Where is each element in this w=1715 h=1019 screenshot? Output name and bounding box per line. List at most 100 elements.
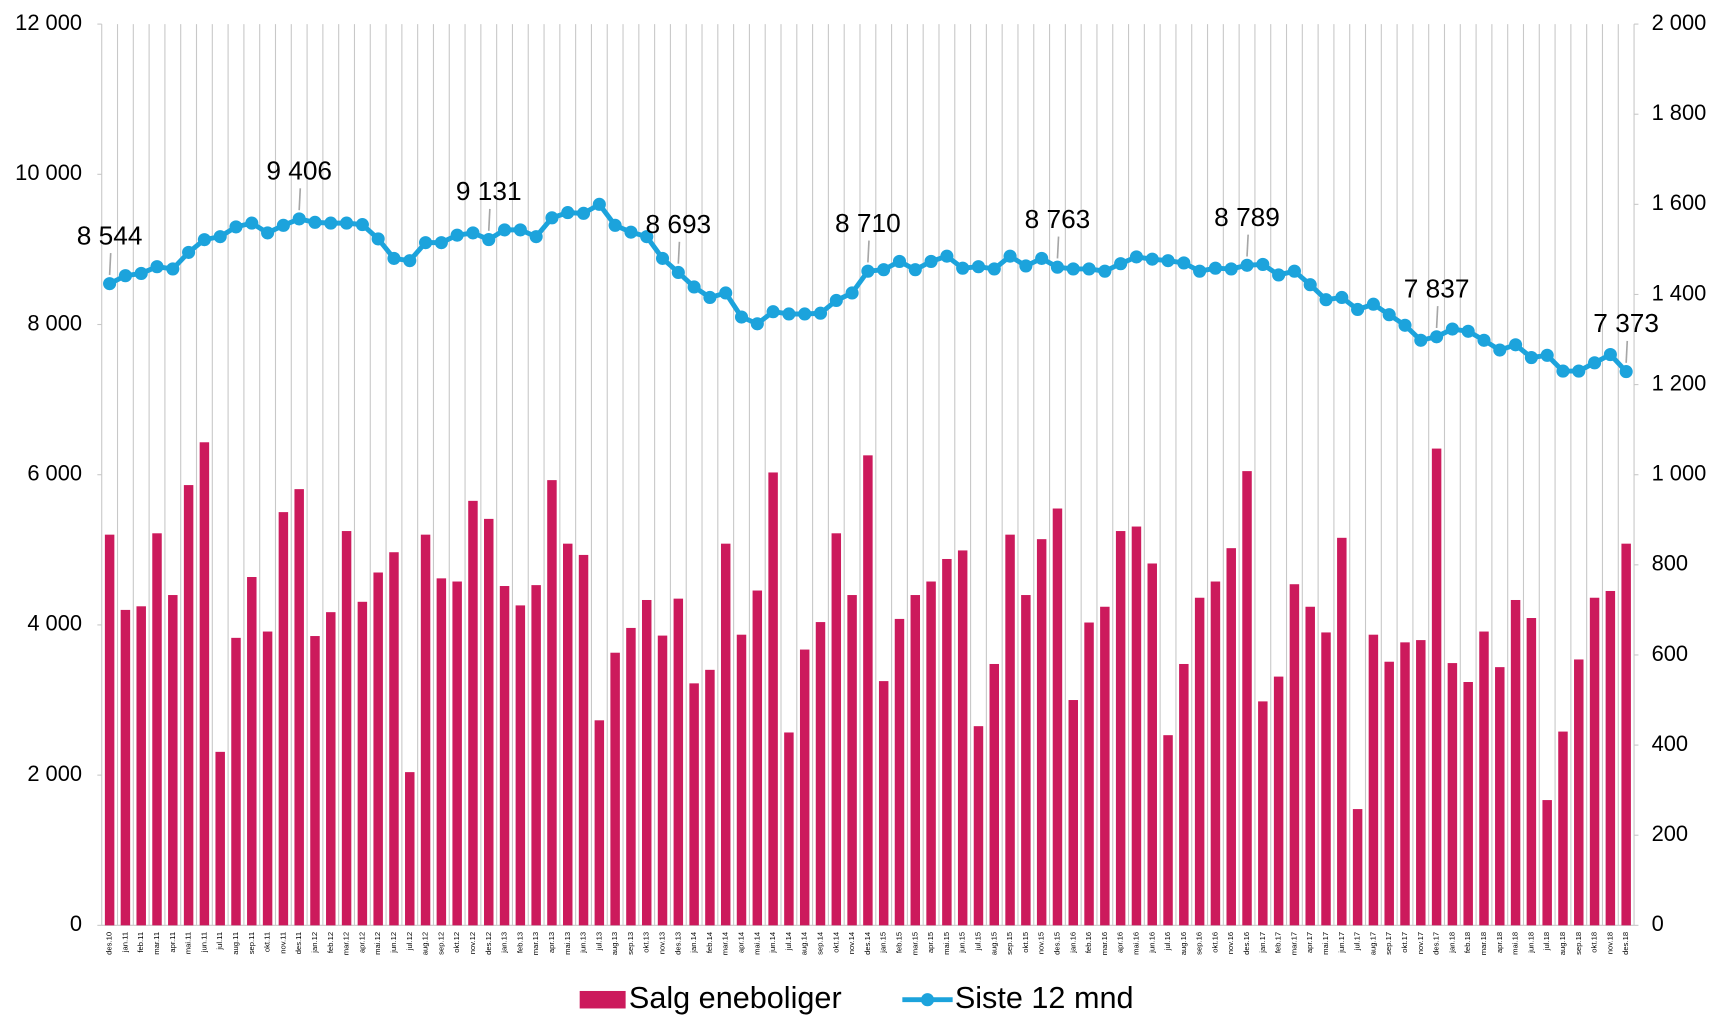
bar	[705, 669, 715, 926]
bar	[1258, 701, 1268, 926]
x-tick-label: feb.11	[136, 932, 145, 953]
x-tick-label: feb.18	[1463, 932, 1472, 953]
y-tick-label: 12 000	[15, 10, 82, 35]
line-marker	[1619, 365, 1633, 379]
leader-line	[677, 241, 681, 264]
legend-label: Siste 12 mnd	[955, 981, 1134, 1015]
bar	[152, 533, 162, 926]
line-marker	[1066, 262, 1080, 276]
x-tick-label: nov.18	[1605, 932, 1614, 954]
y-tick-label: 4 000	[27, 611, 82, 636]
line-marker	[719, 286, 733, 300]
data-label: 8 544	[77, 220, 143, 250]
bar	[1210, 581, 1221, 926]
bar	[1352, 809, 1363, 926]
x-tick-label: jul.13	[594, 932, 603, 951]
bar	[468, 500, 478, 926]
line-marker	[545, 211, 559, 225]
leader-line	[487, 208, 491, 231]
line-marker	[1208, 261, 1222, 275]
line-marker	[261, 226, 275, 240]
bar	[215, 751, 225, 926]
bar	[626, 627, 636, 926]
line-marker	[371, 232, 385, 246]
bar	[278, 512, 289, 926]
bar	[1431, 448, 1442, 926]
line-marker	[1366, 297, 1380, 311]
x-tick-label: jul.14	[784, 931, 793, 951]
x-tick-label: mai.13	[563, 932, 572, 955]
line-marker	[561, 206, 575, 220]
line-marker	[1035, 251, 1049, 265]
line-marker	[134, 266, 148, 281]
x-tick-label: apr.13	[547, 932, 556, 953]
bar	[326, 612, 336, 926]
x-tick-label: okt.13	[642, 932, 651, 953]
bar	[499, 586, 510, 926]
x-tick-label: mai.12	[373, 932, 382, 955]
line-marker	[1129, 250, 1144, 264]
bar	[1273, 676, 1284, 926]
x-tick-label: aug.18	[1558, 932, 1567, 955]
bar	[262, 631, 273, 926]
x-tick-label: jan.13	[500, 932, 509, 954]
bar	[1337, 537, 1347, 926]
x-tick-label: jul.17	[1353, 932, 1362, 951]
x-tick-label: mar.12	[342, 932, 351, 955]
x-tick-label: aug.16	[1179, 932, 1188, 955]
line-marker	[403, 254, 417, 268]
bar	[1131, 526, 1142, 926]
x-tick-label: aug.14	[800, 931, 809, 955]
line-marker	[1287, 264, 1301, 278]
line-marker	[766, 305, 780, 319]
x-tick-label: jun.18	[1526, 932, 1535, 954]
bar	[104, 534, 115, 926]
x-tick-label: sep.16	[1195, 932, 1204, 955]
line-marker	[1114, 257, 1128, 271]
bar	[357, 601, 368, 926]
bar	[610, 652, 620, 926]
x-tick-label: mar.13	[531, 932, 540, 955]
y2-tick-label: 200	[1652, 821, 1688, 846]
bar	[1510, 599, 1521, 926]
line-marker	[1493, 343, 1507, 357]
bar	[1384, 661, 1394, 926]
x-tick-label: nov.11	[278, 932, 287, 954]
x-tick-label: des.13	[673, 932, 682, 955]
y2-tick-label: 1 200	[1652, 370, 1707, 395]
y2-tick-label: 400	[1652, 731, 1688, 756]
x-tick-label: mai.14	[752, 931, 761, 955]
x-tick-label: jun.16	[1147, 932, 1156, 954]
line-marker	[798, 307, 812, 321]
x-tick-label: des.10	[105, 932, 114, 955]
x-tick-label: feb.12	[326, 932, 335, 953]
x-tick-label: okt.18	[1590, 932, 1599, 953]
x-tick-label: nov.14	[847, 931, 856, 954]
line-marker	[1572, 364, 1586, 378]
marks-layer	[103, 197, 1633, 926]
leader-line	[867, 240, 870, 263]
line-marker	[229, 220, 243, 234]
x-tick-label: apr.14	[737, 931, 746, 953]
line-marker	[1003, 249, 1017, 263]
x-tick-label: nov.17	[1416, 932, 1425, 954]
x-tick-label: mai.15	[942, 932, 951, 955]
x-tick-label: sep.11	[247, 932, 256, 954]
x-tick-label: mar.16	[1100, 932, 1109, 955]
bar	[515, 605, 526, 926]
bar	[910, 595, 921, 926]
line-marker	[1603, 347, 1617, 362]
bar	[847, 595, 857, 926]
line-marker	[892, 254, 907, 268]
bar	[1289, 584, 1300, 926]
bar	[1068, 700, 1078, 926]
x-tick-label: jun.12	[389, 932, 398, 954]
x-tick-label: jul.11	[215, 932, 224, 951]
x-tick-label: apr.11	[168, 932, 177, 953]
bar	[894, 618, 905, 926]
x-tick-label: mar.14	[721, 931, 730, 955]
x-tick-label: aug.11	[231, 932, 240, 955]
bar	[720, 543, 731, 926]
line-marker	[497, 223, 512, 237]
bar	[310, 636, 320, 926]
